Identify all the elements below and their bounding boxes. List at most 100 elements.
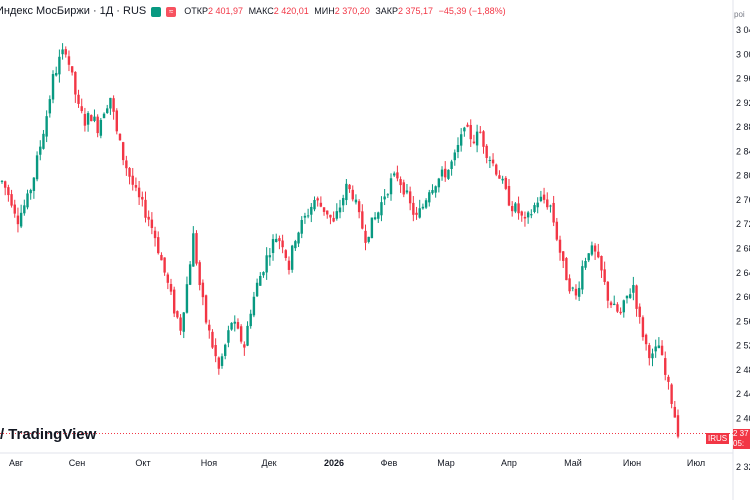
x-tick-label: Дек [261, 458, 276, 468]
candle-body [262, 272, 265, 276]
tradingview-logo-icon: / [0, 426, 5, 443]
candle-body [198, 262, 201, 286]
candle-body [479, 131, 482, 133]
candle-body [141, 196, 144, 200]
x-tick-label: Май [564, 458, 582, 468]
candle-body [491, 159, 495, 164]
candle-body [90, 115, 93, 122]
candle-body [61, 49, 64, 55]
candle-body [444, 168, 447, 178]
candle-body [249, 313, 252, 327]
candle-body [169, 283, 173, 292]
last-price-tag: IRUS 2 37 05: [706, 429, 750, 449]
candle-body [32, 177, 36, 191]
candle-body [670, 384, 673, 404]
symbol-title[interactable]: Индекс МосБиржи · 1Д · RUS [0, 5, 147, 17]
candle-body [504, 177, 508, 189]
candle-body [322, 207, 326, 212]
candle-body [495, 164, 498, 175]
y-tick-label: 2 760 [736, 195, 750, 205]
high-value: 2 420,01 [273, 6, 309, 16]
data-delayed-indicator-icon[interactable]: ≈ [166, 7, 177, 17]
candle-body [121, 142, 125, 161]
candle-body [600, 255, 603, 271]
candle-body [415, 212, 418, 215]
candle-body [651, 353, 654, 359]
candle-body [70, 66, 74, 73]
candle-body [217, 357, 221, 369]
candle-body [214, 345, 217, 357]
candle-body [581, 266, 584, 290]
candle-body [64, 49, 67, 55]
candle-body [456, 144, 460, 153]
candle-body [137, 187, 141, 198]
candle-body [373, 217, 377, 220]
y-tick-label: 2 400 [736, 413, 750, 423]
candle-body [35, 155, 39, 180]
candle-body [303, 215, 307, 218]
candle-body [613, 303, 616, 306]
y-tick-label: 2 720 [736, 219, 750, 229]
candle-body [577, 287, 581, 297]
y-axis-ticks: 3 040 3 000 2 960 2 920 2 880 2 840 2 800 2 760… [736, 25, 750, 472]
y-tick-label: 2 440 [736, 389, 750, 399]
low-label: МИН [314, 6, 335, 16]
candle-body [83, 113, 87, 126]
candle-body [530, 214, 533, 216]
candle-body [428, 192, 431, 203]
candle-body [584, 260, 587, 268]
candle-body [447, 169, 450, 179]
candle-body [102, 113, 106, 119]
candle-body [510, 206, 514, 212]
tradingview-logo[interactable]: / TradingView [0, 426, 96, 443]
y-tick-label: 2 840 [736, 146, 750, 156]
candle-body [29, 190, 32, 194]
candle-body [421, 206, 425, 209]
candle-body [211, 331, 214, 348]
candle-body [96, 116, 99, 134]
y-tick-label: 2 880 [736, 122, 750, 132]
candle-body [396, 172, 399, 179]
y-tick-label: 2 640 [736, 268, 750, 278]
candle-body [147, 216, 150, 220]
market-open-indicator-icon [151, 7, 162, 17]
candle-body [380, 202, 383, 216]
candle-body [565, 258, 568, 281]
x-tick-label: Июл [687, 458, 705, 468]
open-label: ОТКР [184, 6, 208, 16]
candle-body [134, 185, 138, 188]
candle-body [51, 74, 55, 100]
candle-body [673, 406, 677, 418]
candle-body [459, 134, 463, 146]
candle-body [48, 99, 52, 114]
candle-body [243, 344, 246, 348]
candle-body [172, 289, 176, 314]
chart-header: Индекс МосБиржи · 1Д · RUS ≈ ОТКР2 401,9… [0, 0, 732, 22]
price-tag-countdown: 05: [733, 439, 745, 448]
candle-body [287, 260, 291, 270]
candle-body [367, 236, 370, 242]
candle-body [472, 141, 476, 144]
candle-body [536, 202, 539, 208]
x-tick-label: Сен [69, 458, 86, 468]
x-tick-label: Апр [501, 458, 517, 468]
price-scale-unit: poi [734, 10, 745, 19]
candle-body [648, 345, 651, 359]
candle-body [389, 178, 393, 195]
candle-body [13, 204, 16, 214]
candle-body [628, 294, 632, 298]
candle-body [437, 178, 441, 188]
candle-body [109, 97, 112, 109]
candle-body [638, 306, 641, 318]
price-tag-symbol: IRUS [706, 433, 730, 444]
y-tick-label: 2 800 [736, 171, 750, 181]
candle-body [587, 253, 590, 261]
price-tag-box: 2 37 05: [733, 429, 750, 449]
candle-body [469, 124, 472, 140]
candle-body [176, 311, 179, 318]
candle-body [590, 245, 594, 255]
candle-body [19, 212, 23, 227]
candle-body [552, 202, 555, 223]
candle-body [265, 255, 268, 273]
